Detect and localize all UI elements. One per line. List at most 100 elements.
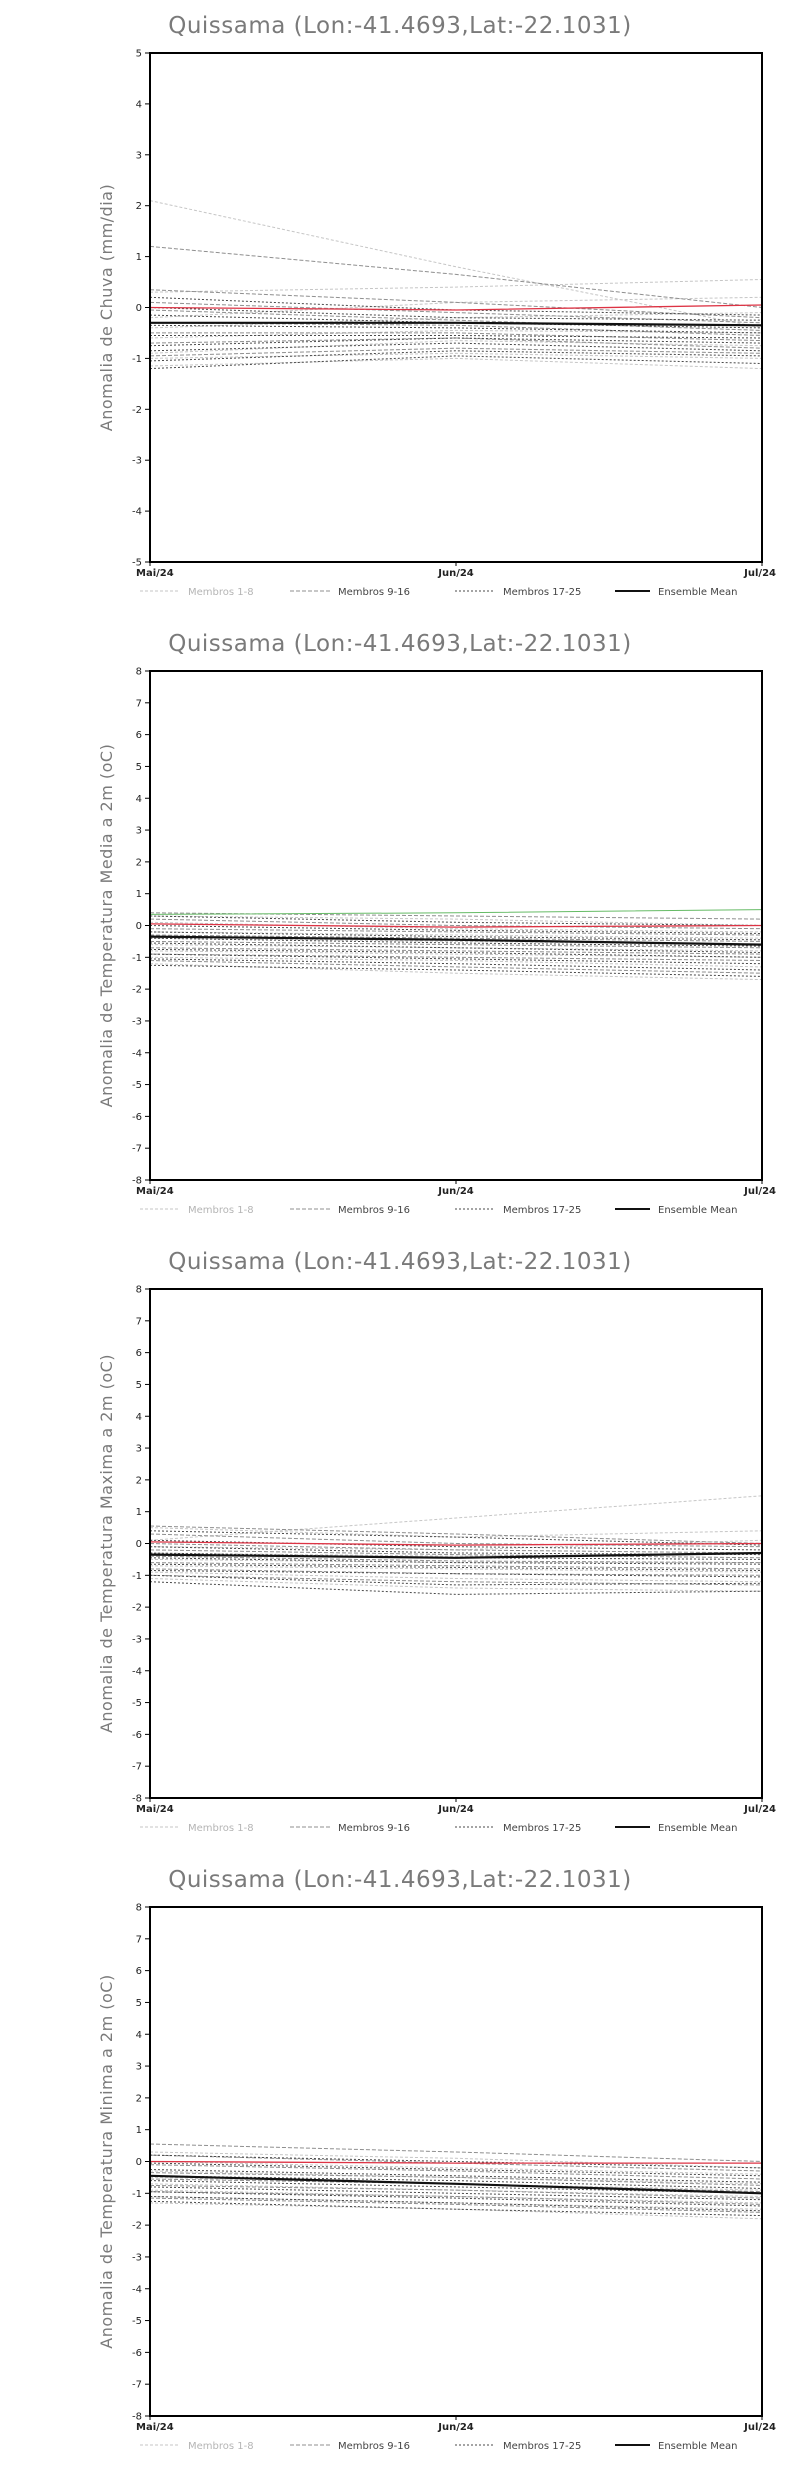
y-tick-label: 1 <box>136 1507 142 1518</box>
legend-label: Ensemble Mean <box>658 2441 737 2452</box>
member-line-9-16 <box>149 245 763 308</box>
member-line-1-8 <box>149 200 763 329</box>
y-tick-label: 0 <box>136 303 142 314</box>
y-tick-label: 7 <box>136 698 142 709</box>
member-line-1-8 <box>149 2202 763 2220</box>
member-line-green <box>149 909 763 915</box>
y-tick-label: -7 <box>132 2380 142 2391</box>
member-line-9-16 <box>149 1533 763 1548</box>
legend-label: Ensemble Mean <box>658 1823 737 1834</box>
member-line-1-8 <box>149 2196 763 2210</box>
member-line-9-16 <box>149 940 763 949</box>
legend-label: Membros 1-8 <box>188 587 254 598</box>
y-tick-label: 5 <box>136 1998 142 2009</box>
chart-svg: Quissama (Lon:-41.4693,Lat:-22.1031) Anom… <box>97 13 776 598</box>
y-tick-label: -5 <box>132 1698 142 1709</box>
x-tick-label: Jul/24 <box>743 2422 776 2433</box>
y-tick-label: -7 <box>132 1762 142 1773</box>
observed-line <box>149 304 763 311</box>
member-line-17-25 <box>149 350 763 362</box>
member-line-9-16 <box>149 347 763 357</box>
member-line-1-8 <box>149 357 763 370</box>
member-line-1-8 <box>149 1578 763 1592</box>
y-tick-label: -1 <box>132 1571 142 1582</box>
y-tick-label: 2 <box>136 2093 142 2104</box>
y-tick-label: 0 <box>136 921 142 932</box>
y-tick-label: -3 <box>132 2252 142 2263</box>
x-tick-label: Jul/24 <box>743 568 776 579</box>
member-line-1-8 <box>149 1558 762 1564</box>
member-line-1-8 <box>149 1495 763 1541</box>
chart-panel: Quissama (Lon:-41.4693,Lat:-22.1031) Anom… <box>0 0 800 618</box>
y-tick-label: -7 <box>132 1144 142 1155</box>
y-tick-label: 6 <box>136 1966 142 1977</box>
y-tick-label: 0 <box>136 2157 142 2168</box>
y-tick-label: -6 <box>132 2348 142 2359</box>
legend-label: Membros 17-25 <box>503 2441 581 2452</box>
member-line-1-8 <box>149 352 763 359</box>
x-tick-label: Jul/24 <box>743 1804 776 1815</box>
member-line-9-16 <box>150 332 763 342</box>
x-tick-label: Jun/24 <box>437 1186 474 1197</box>
y-tick-label: -2 <box>132 2221 142 2232</box>
member-line-17-25 <box>149 355 763 370</box>
y-tick-label: 1 <box>136 2125 142 2136</box>
legend-label: Membros 9-16 <box>338 2441 410 2452</box>
y-tick-label: -2 <box>132 1603 142 1614</box>
member-line-9-16 <box>149 2143 763 2162</box>
y-tick-label: -8 <box>132 1176 142 1187</box>
y-tick-label: -4 <box>132 2284 142 2295</box>
member-line-9-16 <box>149 2197 763 2213</box>
x-tick-label: Mai/24 <box>136 568 174 579</box>
member-line-1-8 <box>149 279 763 293</box>
member-line-9-16 <box>149 953 763 961</box>
y-tick-label: 4 <box>136 1412 142 1423</box>
member-line-9-16 <box>149 1543 763 1554</box>
legend-label: Membros 9-16 <box>338 587 410 598</box>
member-line-17-25 <box>149 314 763 329</box>
member-line-1-8 <box>149 2161 763 2175</box>
y-tick-label: -5 <box>132 558 142 569</box>
y-tick-label: 6 <box>136 1348 142 1359</box>
y-tick-label: 8 <box>136 667 142 678</box>
y-axis-label: Anomalia de Temperatura Maxima a 2m (oC) <box>97 1354 116 1733</box>
y-tick-label: 8 <box>136 1285 142 1296</box>
member-line-1-8 <box>149 931 763 939</box>
y-tick-label: -1 <box>132 953 142 964</box>
y-tick-label: -1 <box>132 354 142 365</box>
legend-label: Membros 1-8 <box>188 1823 254 1834</box>
y-tick-label: 8 <box>136 1903 142 1914</box>
y-tick-label: 2 <box>136 201 142 212</box>
plot-frame <box>149 670 763 1181</box>
x-tick-label: Mai/24 <box>136 1804 174 1815</box>
ensemble-mean-line <box>149 935 763 946</box>
x-tick-label: Mai/24 <box>136 2422 174 2433</box>
member-line-9-16 <box>149 947 763 955</box>
observed-line <box>149 1541 763 1546</box>
member-line-1-8 <box>149 1565 763 1573</box>
legend-label: Membros 17-25 <box>503 1205 581 1216</box>
y-tick-label: 5 <box>136 762 142 773</box>
y-tick-label: 3 <box>136 150 142 161</box>
member-line-17-25 <box>150 335 763 339</box>
member-line-9-16 <box>149 2191 763 2205</box>
y-tick-label: 5 <box>136 49 142 60</box>
y-tick-label: -6 <box>132 1730 142 1741</box>
member-line-9-16 <box>149 934 763 942</box>
member-line-9-16 <box>149 1525 763 1544</box>
legend-label: Membros 1-8 <box>188 1205 254 1216</box>
legend-label: Ensemble Mean <box>658 587 737 598</box>
member-line-1-8 <box>149 950 763 958</box>
member-line-1-8 <box>149 915 763 926</box>
y-axis-label: Anomalia de Temperatura Media a 2m (oC) <box>97 744 116 1108</box>
member-line-17-25 <box>149 1563 763 1571</box>
chart-title: Quissama (Lon:-41.4693,Lat:-22.1031) <box>168 631 632 657</box>
member-line-1-8 <box>149 340 763 354</box>
chart-svg: Quissama (Lon:-41.4693,Lat:-22.1031) Anom… <box>97 1249 776 1834</box>
member-line-1-8 <box>149 956 763 968</box>
chart-title: Quissama (Lon:-41.4693,Lat:-22.1031) <box>168 1867 632 1893</box>
x-tick-label: Mai/24 <box>136 1186 174 1197</box>
member-line-9-16 <box>149 301 763 324</box>
y-tick-label: -2 <box>132 985 142 996</box>
member-line-1-8 <box>149 963 763 981</box>
